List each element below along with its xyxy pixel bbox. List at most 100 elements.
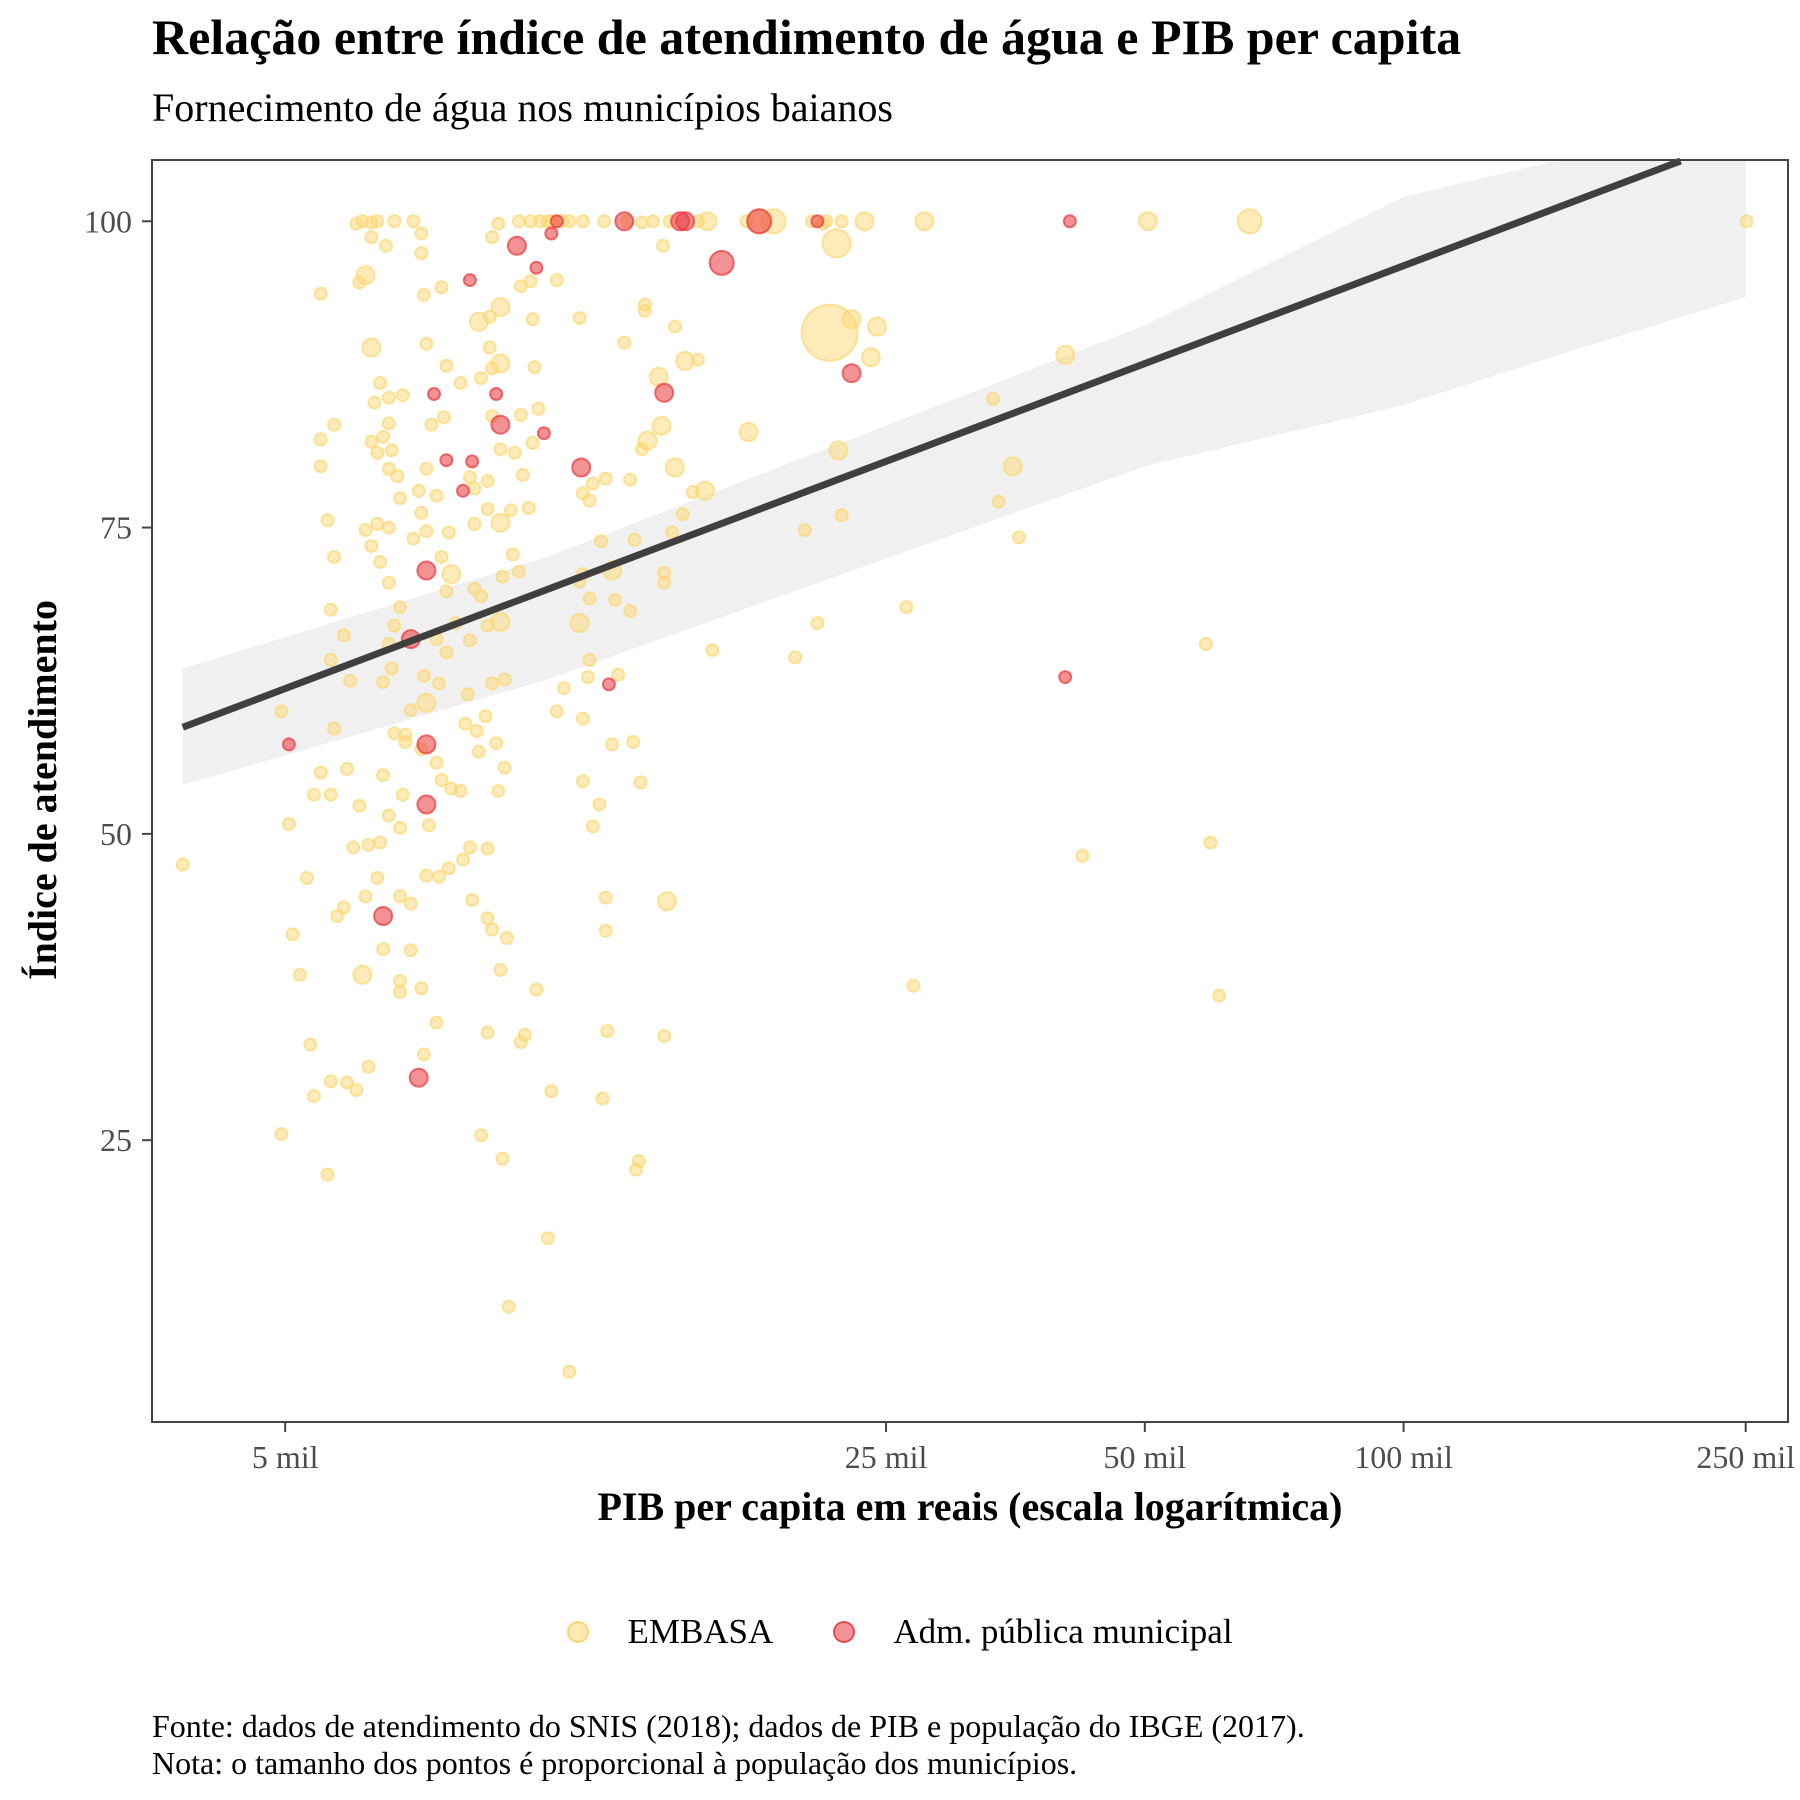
data-point-embasa — [527, 360, 542, 375]
data-point-embasa — [1212, 988, 1227, 1003]
caption-note: Nota: o tamanho dos pontos é proporciona… — [152, 1745, 1078, 1781]
data-point-embasa — [497, 760, 512, 775]
data-point-embasa — [738, 422, 759, 442]
data-point-embasa — [274, 704, 289, 719]
data-point-embasa — [633, 775, 648, 790]
y-tick-label: 100 — [84, 203, 132, 239]
data-point-embasa — [462, 633, 477, 648]
legend-item-adm-municipal: Adm. pública municipal — [833, 1612, 1233, 1652]
data-point-embasa — [513, 407, 528, 422]
chart-title: Relação entre índice de atendimento de á… — [152, 9, 1462, 65]
data-point-embasa — [572, 311, 587, 326]
data-point-embasa — [1137, 211, 1158, 232]
data-point-adm-municipal — [462, 273, 477, 288]
axis-layer: 5 mil 25 mil 50 mil 100 mil 250 mil 25 50 75 100 — [84, 203, 1795, 1475]
data-point-embasa — [899, 600, 914, 615]
data-point-embasa — [456, 852, 470, 867]
data-point-embasa — [381, 575, 396, 590]
data-point-adm-municipal — [544, 226, 559, 241]
data-point-embasa — [370, 445, 385, 460]
data-point-adm-municipal — [1062, 214, 1077, 229]
data-point-adm-municipal — [506, 235, 527, 256]
data-point-embasa — [867, 316, 887, 337]
data-point-embasa — [355, 214, 370, 229]
data-point-embasa — [343, 673, 358, 688]
data-point-embasa — [349, 1083, 364, 1097]
data-point-embasa — [419, 524, 434, 539]
data-point-embasa — [403, 943, 418, 958]
data-point-embasa — [562, 1364, 577, 1379]
data-point-embasa — [419, 336, 434, 351]
data-point-embasa — [485, 230, 499, 245]
data-point-embasa — [675, 507, 690, 522]
data-point-embasa — [393, 984, 407, 999]
data-point-embasa — [471, 744, 486, 759]
data-point-embasa — [549, 273, 564, 288]
data-point-embasa — [453, 376, 468, 390]
data-point-embasa — [467, 516, 482, 531]
data-point-embasa — [651, 415, 672, 436]
data-point-embasa — [441, 525, 456, 540]
data-point-embasa — [364, 434, 379, 449]
data-point-embasa — [416, 692, 437, 713]
data-point-embasa — [393, 889, 407, 904]
data-point-embasa — [598, 471, 613, 486]
data-point-embasa — [657, 1029, 672, 1043]
data-point-embasa — [507, 445, 522, 460]
data-point-embasa — [323, 1074, 338, 1089]
data-point-embasa — [358, 523, 373, 537]
legend-key-embasa — [567, 1621, 590, 1643]
data-point-embasa — [467, 581, 482, 596]
data-point-embasa — [1236, 208, 1263, 235]
data-point-embasa — [434, 773, 449, 787]
data-point-embasa — [416, 668, 431, 683]
data-point-embasa — [393, 600, 407, 615]
data-point-adm-municipal — [416, 560, 437, 581]
data-point-embasa — [914, 211, 935, 232]
y-axis-title: Índice de atendimento — [20, 600, 65, 980]
data-point-adm-municipal — [746, 208, 773, 235]
data-point-embasa — [1012, 530, 1026, 545]
data-point-embasa — [1075, 848, 1090, 863]
data-point-adm-municipal — [427, 387, 441, 401]
data-point-embasa — [608, 592, 623, 607]
data-point-embasa — [1203, 835, 1218, 850]
data-point-embasa — [346, 840, 361, 855]
data-point-embasa — [292, 967, 307, 982]
data-point-embasa — [531, 401, 546, 416]
data-point-embasa — [441, 564, 462, 585]
data-point-embasa — [303, 1037, 318, 1052]
legend-key-adm-municipal — [833, 1621, 856, 1643]
data-point-embasa — [623, 472, 638, 487]
data-point-adm-municipal — [708, 249, 735, 276]
data-point-embasa — [495, 1151, 510, 1166]
data-point-embasa — [313, 459, 328, 474]
data-point-embasa — [429, 488, 444, 503]
data-point-embasa — [416, 287, 431, 302]
data-point-embasa — [352, 964, 373, 985]
data-point-embasa — [841, 309, 862, 330]
data-point-embasa — [424, 417, 439, 432]
data-point-embasa — [313, 286, 328, 301]
data-point-embasa — [467, 481, 482, 496]
data-point-embasa — [575, 214, 590, 229]
data-point-embasa — [414, 226, 429, 241]
data-point-embasa — [575, 711, 590, 726]
data-point-embasa — [797, 523, 812, 537]
data-point-embasa — [370, 871, 385, 885]
data-point-embasa — [595, 1091, 610, 1106]
data-point-embasa — [387, 214, 402, 229]
data-point-embasa — [598, 890, 613, 905]
data-point-embasa — [453, 784, 468, 798]
data-point-adm-municipal — [439, 453, 454, 468]
data-point-embasa — [501, 1299, 516, 1314]
data-point-embasa — [705, 643, 720, 658]
data-point-embasa — [788, 650, 803, 665]
data-point-embasa — [403, 703, 418, 718]
data-point-embasa — [370, 516, 385, 531]
caption-source: Fonte: dados de atendimento do SNIS (201… — [152, 1708, 1305, 1744]
data-point-embasa — [490, 297, 511, 317]
data-point-embasa — [529, 982, 544, 997]
data-point-embasa — [323, 652, 338, 667]
data-point-embasa — [422, 818, 436, 833]
